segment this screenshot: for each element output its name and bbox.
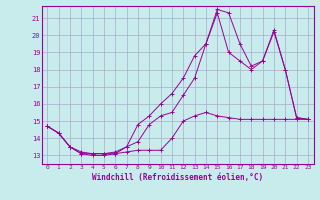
X-axis label: Windchill (Refroidissement éolien,°C): Windchill (Refroidissement éolien,°C)	[92, 173, 263, 182]
